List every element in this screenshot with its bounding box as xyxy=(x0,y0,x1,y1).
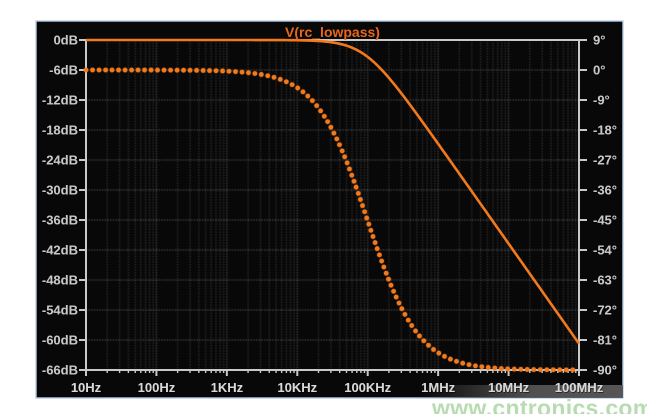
svg-text:-30dB: -30dB xyxy=(42,183,78,198)
svg-text:9°: 9° xyxy=(593,33,605,48)
svg-text:1KHz: 1KHz xyxy=(211,380,244,395)
svg-text:-42dB: -42dB xyxy=(42,243,78,258)
svg-text:-63°: -63° xyxy=(593,273,617,288)
svg-text:-9°: -9° xyxy=(593,93,610,108)
svg-text:10MHz: 10MHz xyxy=(488,380,530,395)
svg-text:10Hz: 10Hz xyxy=(71,380,102,395)
svg-text:0dB: 0dB xyxy=(53,33,78,48)
svg-text:100MHz: 100MHz xyxy=(555,380,604,395)
svg-text:-36dB: -36dB xyxy=(42,213,78,228)
svg-text:-45°: -45° xyxy=(593,213,617,228)
svg-text:-27°: -27° xyxy=(593,153,617,168)
svg-text:0°: 0° xyxy=(593,63,605,78)
svg-text:-6dB: -6dB xyxy=(49,63,78,78)
svg-text:-24dB: -24dB xyxy=(42,153,78,168)
svg-text:-18°: -18° xyxy=(593,123,617,138)
svg-text:-36°: -36° xyxy=(593,183,617,198)
svg-text:-18dB: -18dB xyxy=(42,123,78,138)
svg-text:1MHz: 1MHz xyxy=(421,380,455,395)
svg-text:100KHz: 100KHz xyxy=(344,380,391,395)
svg-text:-66dB: -66dB xyxy=(42,363,78,378)
svg-text:-54°: -54° xyxy=(593,243,617,258)
svg-text:10KHz: 10KHz xyxy=(277,380,317,395)
svg-text:-12dB: -12dB xyxy=(42,93,78,108)
svg-text:-81°: -81° xyxy=(593,333,617,348)
svg-text:V(rc_lowpass): V(rc_lowpass) xyxy=(285,24,380,40)
svg-text:-72°: -72° xyxy=(593,303,617,318)
svg-text:-48dB: -48dB xyxy=(42,273,78,288)
svg-text:-54dB: -54dB xyxy=(42,303,78,318)
svg-text:100Hz: 100Hz xyxy=(138,380,176,395)
svg-text:-90°: -90° xyxy=(593,363,617,378)
svg-text:-60dB: -60dB xyxy=(42,333,78,348)
